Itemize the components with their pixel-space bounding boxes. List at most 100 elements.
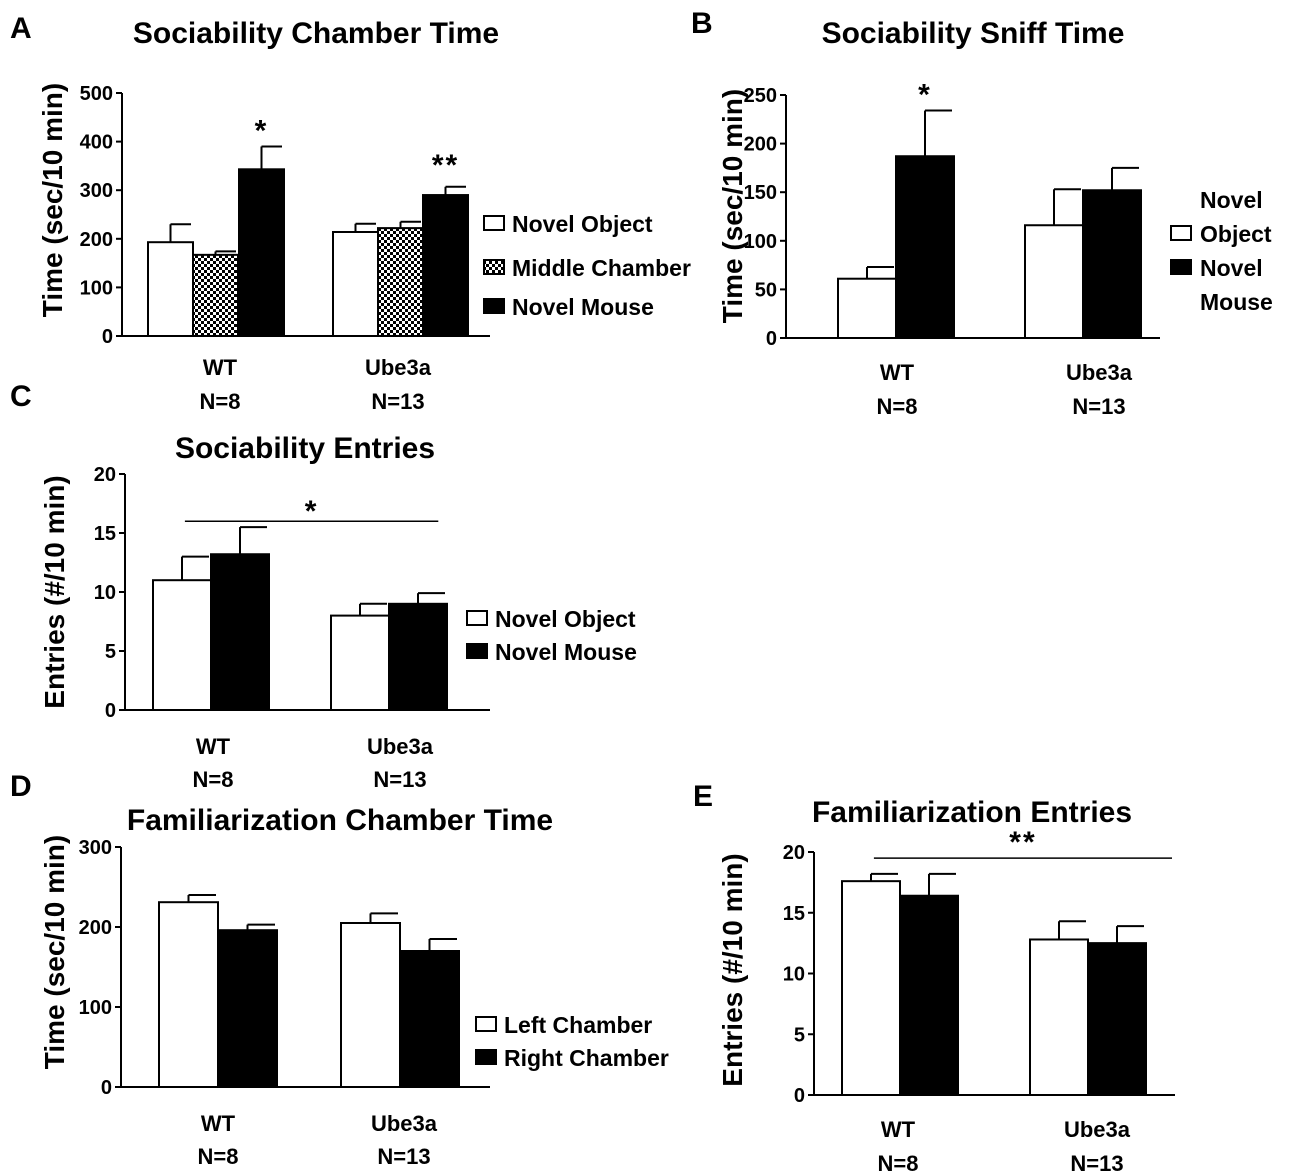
x-category-label: WT [880,360,915,385]
y-tick-label: 15 [94,523,116,545]
x-category-n-label: N=8 [877,394,918,419]
bar-ube3a-filled [422,194,469,337]
y-tick-label: 100 [79,997,112,1019]
bar-wt-open [837,277,897,340]
panel-letter: C [10,380,32,413]
panel-a: A Sociability Chamber Time Time (sec/10 mi… [10,12,691,414]
legend-swatch [1170,259,1192,275]
legend-swatch [466,610,488,626]
y-tick-label: 200 [79,917,112,939]
y-tick-label: 20 [94,464,116,486]
bar-wt-filled [895,155,955,339]
y-tick-label: 0 [794,1085,805,1107]
panel-e: E Familiarization Entries Entries (#/10 mi… [693,780,1175,1176]
bar-ube3a-open [332,230,379,337]
legend: Novel Object Novel Mouse [1170,187,1273,315]
y-axis-label: Entries (#/10 min) [39,475,70,708]
chart-title: Sociability Chamber Time [133,17,499,50]
y-tick-label: 10 [94,582,116,604]
legend: Left Chamber Right Chamber [475,1012,669,1071]
x-category-label: Ube3a [367,734,434,759]
bar-wt-filled [217,929,278,1089]
bar-wt-open [147,241,194,337]
y-axis-label: Time (sec/10 min) [39,835,70,1069]
y-tick-label: 300 [79,837,112,859]
legend-swatch [475,1016,497,1032]
legend-label: Object [1200,221,1272,247]
y-tick-label: 150 [744,182,777,204]
chart-title: Familiarization Entries [812,796,1132,829]
legend-label: Novel Object [512,211,653,237]
legend-swatch [483,259,505,275]
x-category-n-label: N=8 [878,1151,919,1176]
legend-swatch [466,643,488,659]
legend-label: Novel [1200,187,1263,213]
panel-d: D Familiarization Chamber Time Time (sec/1… [10,770,669,1169]
bar-ube3a-filled [388,602,448,711]
bar-wt-filled [238,168,285,337]
legend-swatch [475,1049,497,1065]
bar-wt-filled [210,553,270,711]
y-axis-label: Entries (#/10 min) [717,853,748,1086]
y-tick-label: 10 [783,964,805,986]
y-tick-label: 20 [783,842,805,864]
legend-swatch [483,298,505,314]
chart-title: Familiarization Chamber Time [127,804,553,837]
bar-ube3a-filled [1082,189,1142,339]
legend: Novel Object Novel Mouse [466,606,637,665]
y-tick-label: 0 [102,326,113,348]
y-tick-label: 50 [755,279,777,301]
y-tick-label: 300 [80,180,113,202]
y-tick-label: 200 [80,229,113,251]
x-category-n-label: N=8 [193,767,234,792]
bar-ube3a-filled [399,950,460,1088]
y-tick-label: 400 [80,132,113,154]
x-category-label: Ube3a [371,1111,438,1136]
chart-title: Sociability Sniff Time [822,17,1125,50]
significance-marker: * [918,79,932,112]
y-tick-label: 250 [744,85,777,107]
bar-wt-open [158,901,219,1089]
legend-label: Novel Mouse [512,294,654,320]
panel-letter: E [693,780,713,813]
x-category-label: Ube3a [1066,360,1133,385]
legend-label: Novel Mouse [495,639,637,665]
y-axis-label: Time (sec/10 min) [37,83,68,317]
panel-letter: D [10,770,32,803]
legend-label: Mouse [1200,289,1273,315]
bar-ube3a-open [340,922,401,1088]
y-tick-label: 100 [744,231,777,253]
y-tick-label: 0 [105,700,116,722]
y-tick-label: 100 [80,277,113,299]
legend-swatch [1170,225,1192,241]
y-tick-label: 0 [101,1077,112,1099]
y-axis-label: Time (sec/10 min) [717,89,748,323]
y-tick-label: 5 [794,1024,805,1046]
bar-ube3a-open [1024,224,1084,339]
bar-wt-open [152,579,212,712]
x-category-n-label: N=8 [198,1144,239,1169]
y-tick-label: 0 [766,328,777,350]
legend-swatch [483,215,505,231]
legend-label: Right Chamber [504,1045,669,1071]
x-category-n-label: N=13 [377,1144,430,1169]
bar-wt-filled [899,894,959,1096]
x-category-n-label: N=8 [200,389,241,414]
x-category-n-label: N=13 [371,389,424,414]
significance-marker: * [305,495,319,528]
x-category-label: WT [201,1111,236,1136]
y-tick-label: 500 [80,83,113,105]
x-category-n-label: N=13 [1072,394,1125,419]
y-tick-label: 200 [744,134,777,156]
bar-wt-checker [192,253,239,337]
x-category-n-label: N=13 [1070,1151,1123,1176]
legend-label: Novel [1200,255,1263,281]
panel-c: C Sociability Entries Entries (#/10 min) 0 5… [10,380,637,792]
significance-marker: ** [432,149,459,182]
significance-marker: * [255,114,269,147]
bar-ube3a-open [330,614,390,711]
y-tick-label: 5 [105,641,116,663]
significance-marker: ** [1009,826,1036,859]
legend-label: Left Chamber [504,1012,652,1038]
